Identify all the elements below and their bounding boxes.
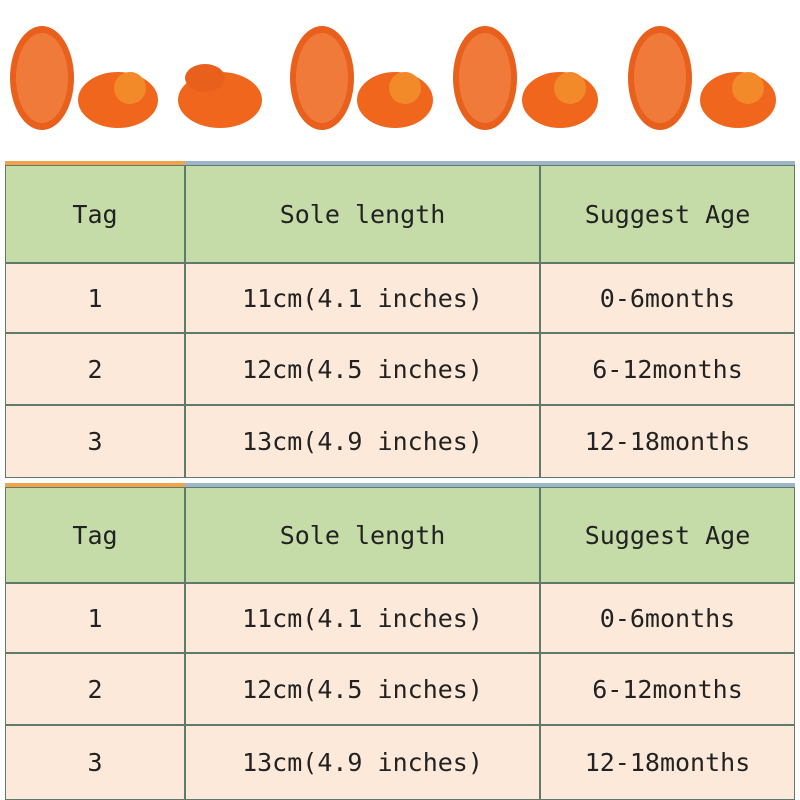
header-cell: Suggest Age [540,487,795,583]
accent [5,161,185,165]
table-top-border [5,483,795,487]
shoe-pair [290,26,433,130]
table-cell: 6-12months [540,333,795,405]
table-cell: 2 [5,333,185,405]
shoe-pair [10,26,158,130]
header-cell: Tag [5,165,185,263]
shoe-pair [453,26,598,130]
table-cell: 2 [5,653,185,725]
table-cell: 12-18months [540,725,795,800]
shoe-side [178,64,262,128]
table-cell: 12cm(4.5 inches) [185,653,540,725]
accent [5,483,185,487]
table-top-border [5,161,795,165]
table-cell: 0-6months [540,263,795,333]
header-cell: Sole length [185,165,540,263]
table-cell: 3 [5,725,185,800]
product-photos [10,26,776,130]
table-cell: 13cm(4.9 inches) [185,725,540,800]
table-cell: 13cm(4.9 inches) [185,405,540,478]
table-cell: 12cm(4.5 inches) [185,333,540,405]
shoe-pair [628,26,776,130]
table-cell: 6-12months [540,653,795,725]
header-cell: Suggest Age [540,165,795,263]
header-cell: Tag [5,487,185,583]
table-cell: 11cm(4.1 inches) [185,583,540,653]
table-cell: 11cm(4.1 inches) [185,263,540,333]
header-cell: Sole length [185,487,540,583]
table-cell: 1 [5,583,185,653]
table-cell: 3 [5,405,185,478]
table-cell: 12-18months [540,405,795,478]
table-cell: 1 [5,263,185,333]
table-cell: 0-6months [540,583,795,653]
